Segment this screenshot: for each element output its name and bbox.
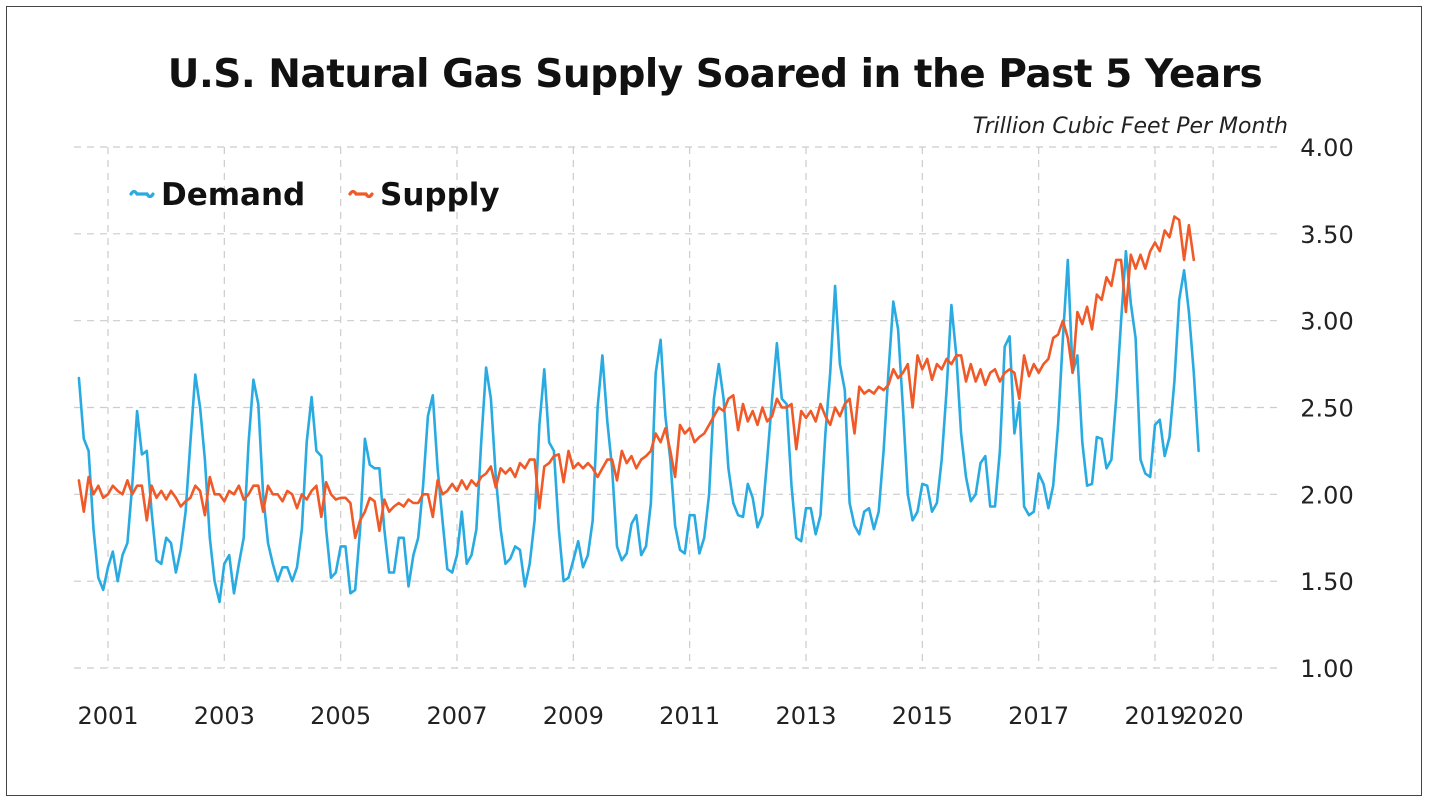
- x-tick-label: 2017: [1008, 702, 1069, 730]
- legend: Demand Supply: [129, 177, 500, 213]
- series-lines: [77, 215, 1200, 604]
- x-axis-ticks: 2001 2003 2005 2007 2009 2011 2013 2015 2017 2019…: [77, 702, 1243, 730]
- y-axis-unit-label: Trillion Cubic Feet Per Month: [972, 114, 1288, 139]
- legend-swatch-supply: [348, 189, 374, 199]
- y-tick-label: 1.50: [1300, 568, 1353, 596]
- y-axis-ticks: 1.00 1.50 2.00 2.50 3.00 3.50 4.00: [1300, 134, 1353, 683]
- series-line-demand: [77, 249, 1200, 604]
- y-tick-label: 4.00: [1300, 134, 1353, 162]
- y-tick-label: 3.00: [1300, 308, 1353, 336]
- legend-label-demand: Demand: [161, 177, 305, 213]
- x-tick-label: 2015: [892, 702, 953, 730]
- legend-label-supply: Supply: [380, 177, 500, 213]
- x-tick-label: 2005: [310, 702, 371, 730]
- gridlines: [74, 146, 1283, 669]
- x-tick-label: 2011: [659, 702, 720, 730]
- y-tick-label: 3.50: [1300, 221, 1353, 249]
- x-tick-label: 2020: [1183, 702, 1244, 730]
- series-line-supply: [77, 215, 1196, 540]
- x-tick-label: 2003: [194, 702, 255, 730]
- y-tick-label: 2.00: [1300, 481, 1353, 509]
- x-tick-label: 2019: [1124, 702, 1185, 730]
- y-tick-label: 1.00: [1300, 655, 1353, 683]
- y-tick-label: 2.50: [1300, 395, 1353, 423]
- x-tick-label: 2009: [543, 702, 604, 730]
- chart-title: U.S. Natural Gas Supply Soared in the Pa…: [167, 52, 1263, 97]
- x-tick-label: 2001: [77, 702, 138, 730]
- x-tick-label: 2007: [426, 702, 487, 730]
- x-tick-label: 2013: [775, 702, 836, 730]
- legend-swatch-demand: [129, 189, 155, 199]
